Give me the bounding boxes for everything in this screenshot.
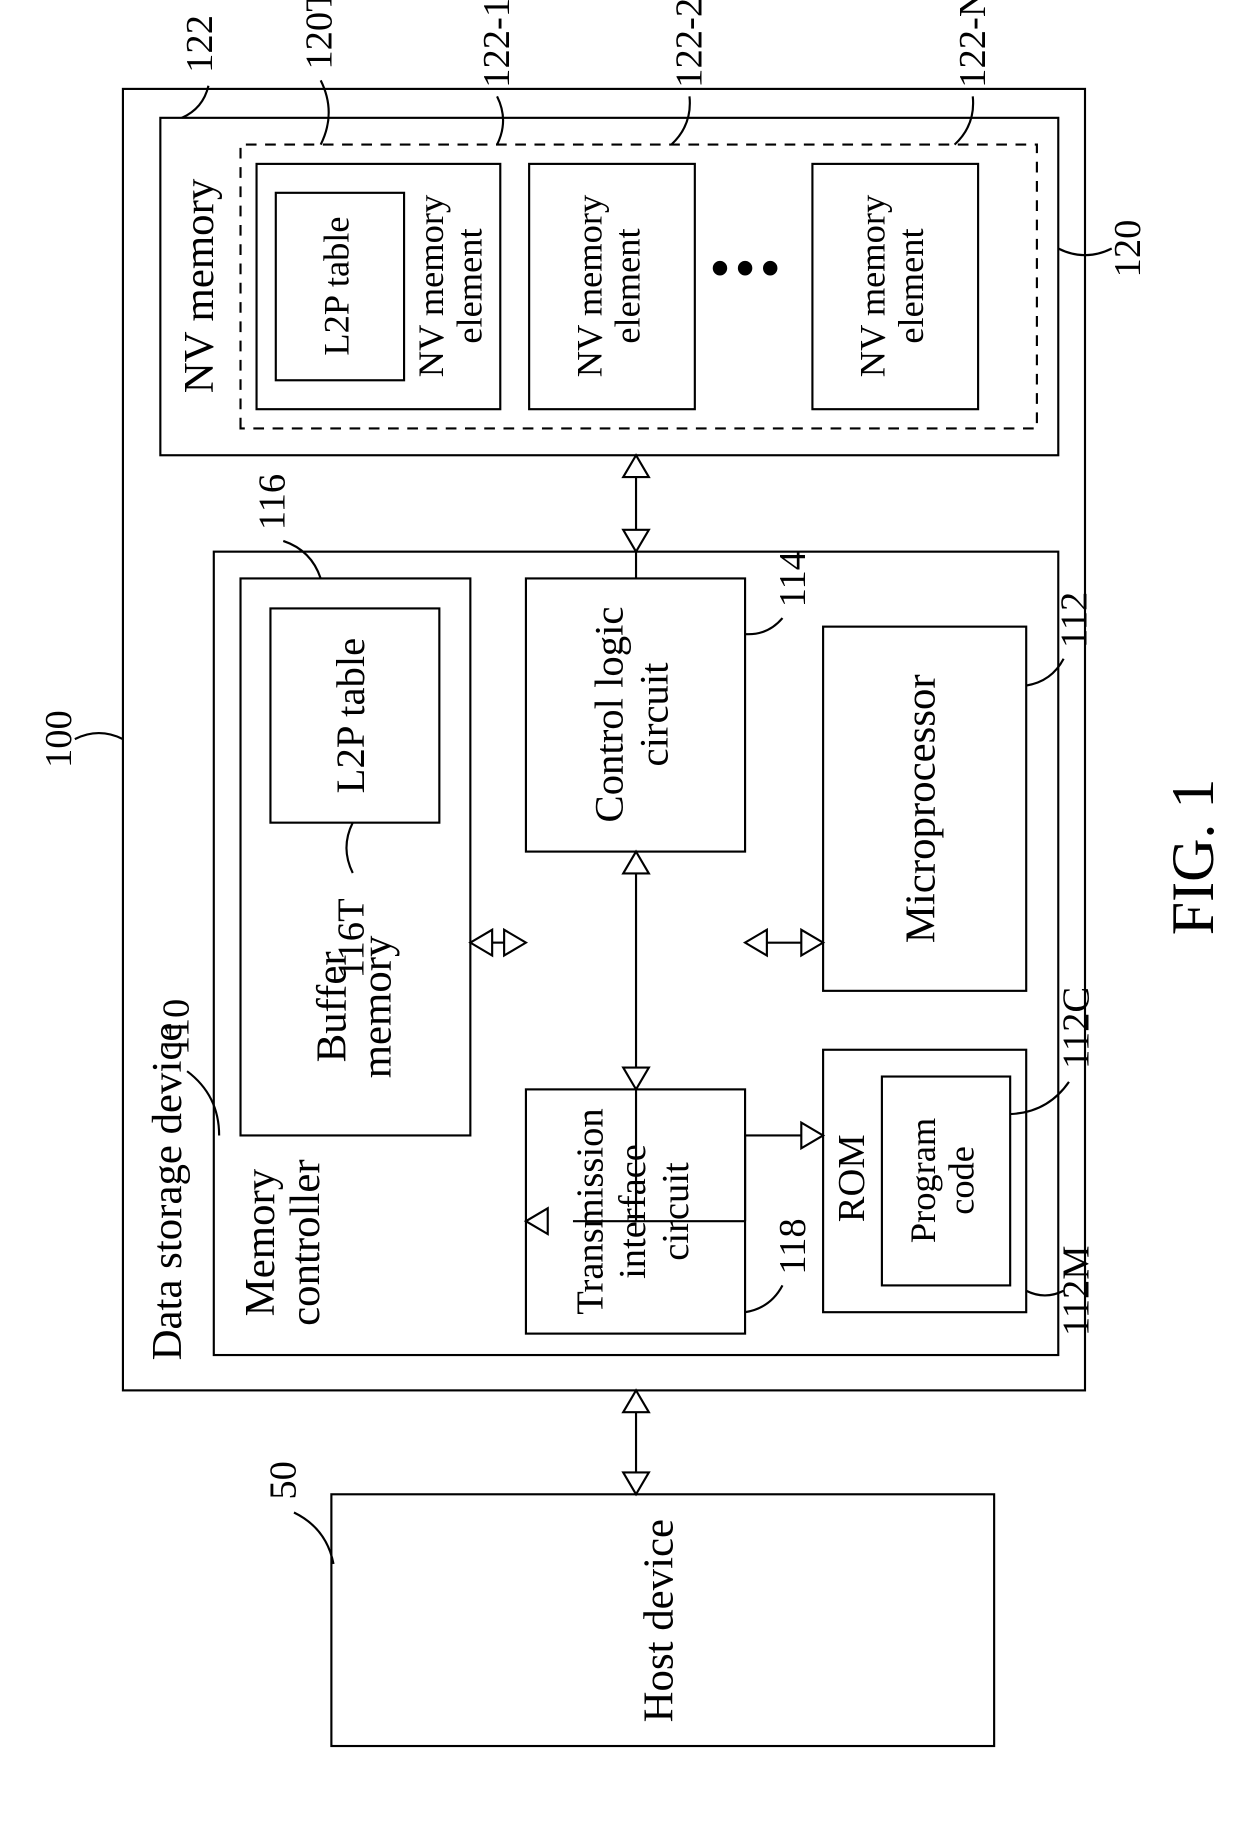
microprocessor-label: Microprocessor	[898, 674, 945, 943]
arrow-head	[526, 1208, 548, 1234]
leader-line	[346, 823, 352, 873]
data-storage-label: Data storage device	[144, 1023, 191, 1361]
program-code-label: Programcode	[903, 1118, 981, 1243]
control-logic-label: Control logiccircuit	[587, 607, 677, 823]
ref-112: 112	[1053, 592, 1095, 648]
leader-line	[283, 541, 320, 578]
leader-line	[671, 96, 690, 144]
l2p-table-120t-label: L2P table	[316, 216, 356, 355]
arrow-head	[745, 930, 767, 956]
ref-120T: 120T	[299, 0, 341, 70]
arrow-head	[623, 530, 649, 552]
leader-line	[294, 1513, 334, 1564]
nv-memory-label: NV memory	[176, 178, 223, 393]
block-diagram: Host device Data storage device Memorycont…	[0, 0, 1240, 1821]
host-device-label: Host device	[636, 1519, 683, 1722]
arrow-head	[470, 930, 492, 956]
arrow-head	[801, 1123, 823, 1149]
leader-line	[497, 96, 503, 144]
ref-118: 118	[772, 1218, 814, 1274]
ref-110: 110	[155, 999, 197, 1055]
arrow-head	[623, 1390, 649, 1412]
nv-elem-2-label: NV memoryelement	[570, 194, 648, 377]
arrow-head	[801, 930, 823, 956]
arrow-head	[623, 1472, 649, 1494]
leader-line	[1010, 1082, 1069, 1114]
arrow-head	[623, 455, 649, 477]
memory-controller-label: Memorycontroller	[237, 1159, 329, 1326]
arrow-head	[623, 1068, 649, 1090]
ref-114: 114	[772, 551, 814, 607]
ref-116T: 116T	[331, 898, 373, 978]
nv-elem-n-label: NV memoryelement	[853, 194, 931, 377]
ref-50: 50	[262, 1461, 304, 1500]
ref-116: 116	[252, 474, 294, 530]
arrow-head	[623, 852, 649, 874]
ref-122-2: 122-2	[669, 0, 711, 88]
leader-line	[75, 733, 123, 739]
leader-line	[182, 86, 209, 118]
transmission-if-label: Transmissioninterfacecircuit	[569, 1108, 696, 1314]
leader-line	[745, 1285, 782, 1312]
figure-label: FIG. 1	[1160, 779, 1226, 936]
ref-112C: 112C	[1056, 987, 1098, 1069]
arrow-head	[504, 930, 526, 956]
rom-label: ROM	[831, 1134, 873, 1222]
ref-122-N: 122-N	[952, 0, 994, 88]
ref-122-1: 122-1	[476, 0, 518, 88]
ref-112M: 112M	[1056, 1245, 1098, 1336]
ellipsis-dots: •••	[711, 238, 786, 298]
ref-122: 122	[179, 15, 221, 73]
ref-100: 100	[38, 710, 80, 768]
l2p-table-116t-label: L2P table	[328, 638, 373, 794]
leader-line	[955, 96, 974, 144]
ref-120: 120	[1107, 220, 1149, 278]
leader-line	[745, 618, 782, 634]
nv-elem-1-label: NV memoryelement	[411, 194, 489, 377]
